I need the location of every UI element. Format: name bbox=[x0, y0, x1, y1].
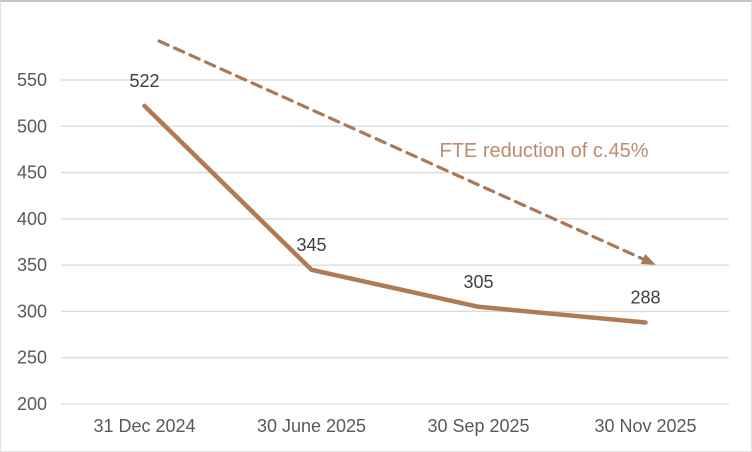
data-point-label: 345 bbox=[296, 235, 326, 255]
x-axis-category-label: 31 Dec 2024 bbox=[93, 416, 195, 436]
data-point-label: 288 bbox=[630, 288, 660, 308]
y-axis-tick-label: 400 bbox=[17, 209, 47, 229]
data-point-label: 305 bbox=[463, 272, 493, 292]
arrowhead-icon bbox=[640, 253, 656, 265]
y-axis-tick-label: 300 bbox=[17, 301, 47, 321]
reduction-arrow-dashed-line bbox=[157, 39, 645, 261]
x-axis-category-label: 30 Sep 2025 bbox=[427, 416, 529, 436]
annotation-text: FTE reduction of c.45% bbox=[440, 140, 649, 162]
y-axis-tick-label: 550 bbox=[17, 70, 47, 90]
y-axis-tick-label: 200 bbox=[17, 394, 47, 414]
data-point-label: 522 bbox=[129, 71, 159, 91]
y-axis-tick-label: 350 bbox=[17, 255, 47, 275]
y-axis-tick-label: 500 bbox=[17, 116, 47, 136]
y-axis-tick-label: 450 bbox=[17, 163, 47, 183]
x-axis-category-label: 30 Nov 2025 bbox=[594, 416, 696, 436]
y-axis-tick-label: 250 bbox=[17, 348, 47, 368]
x-axis-category-label: 30 June 2025 bbox=[257, 416, 366, 436]
fte-series-line bbox=[142, 103, 648, 325]
